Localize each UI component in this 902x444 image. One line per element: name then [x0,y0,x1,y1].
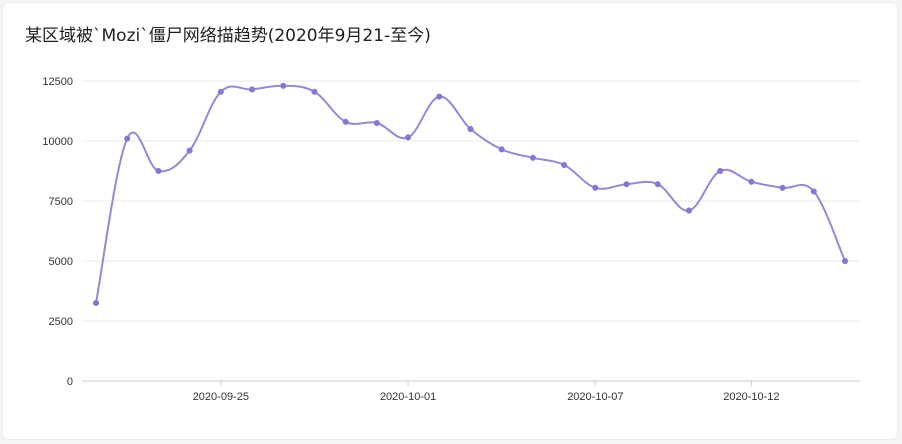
x-tick-label: 2020-10-07 [567,391,623,403]
data-point [592,184,599,191]
data-point [717,167,724,175]
y-tick-label: 0 [67,376,73,388]
x-tick-label: 2020-10-01 [380,391,436,403]
data-point [654,181,661,188]
data-point [685,207,693,214]
data-point [779,184,786,191]
y-tick-label: 7500 [49,196,73,208]
x-tick-label: 2020-09-25 [193,391,249,403]
data-point [436,93,443,100]
data-point [810,188,817,195]
chart-title: 某区域被`Mozi`僵尸网络描趋势(2020年9月21-至今) [25,26,431,46]
data-point [841,257,849,265]
y-tick-label: 5000 [49,256,73,268]
data-point [467,125,474,133]
chart-card: 某区域被`Mozi`僵尸网络描趋势(2020年9月21-至今) [2,2,898,440]
y-tick-label: 2500 [49,316,73,328]
data-point [248,86,256,93]
data-point [342,118,349,125]
data-point [155,167,162,175]
data-point [498,146,505,153]
data-point [529,154,536,161]
data-point [92,299,100,307]
data-point [561,161,568,169]
data-point [186,147,193,154]
data-point [373,119,380,127]
data-point [280,82,287,89]
data-point [748,178,755,185]
data-point [623,181,630,188]
y-tick-label: 10000 [42,136,73,148]
data-point [405,134,412,141]
y-tick-label: 12500 [42,76,73,88]
series-line [95,84,846,304]
data-point [311,88,318,95]
data-point [217,88,224,95]
x-tick-label: 2020-10-12 [723,391,779,403]
data-point [124,135,131,142]
